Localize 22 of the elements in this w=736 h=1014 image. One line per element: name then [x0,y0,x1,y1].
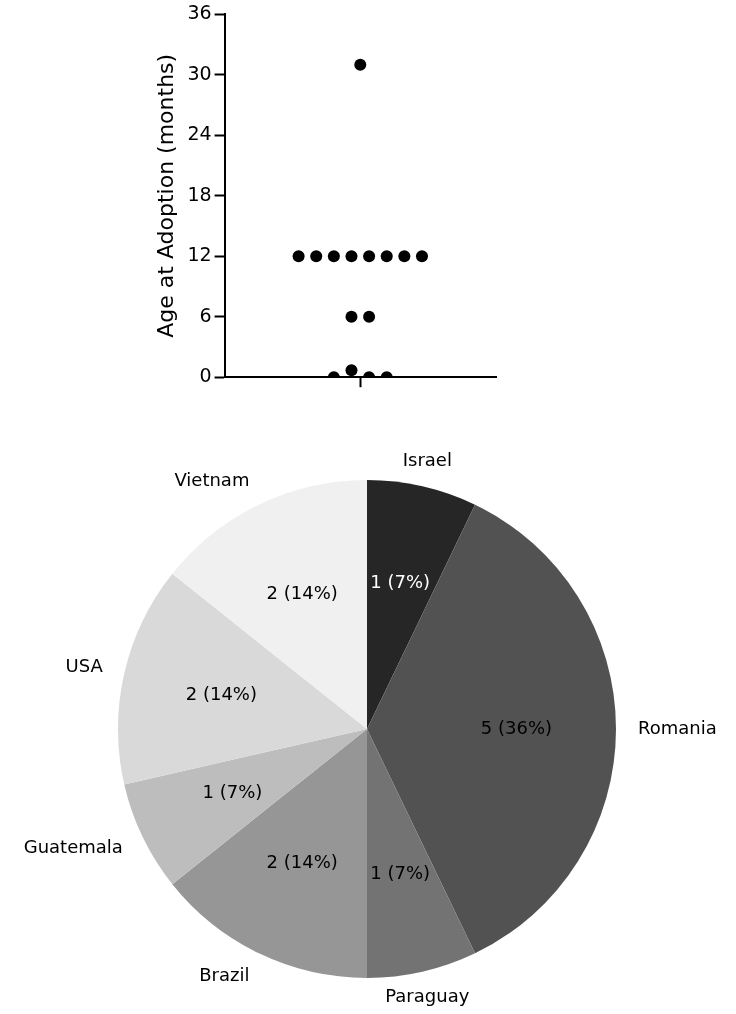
data-label: 1 (7%) [202,781,263,803]
y-tick-label: 36 [187,1,212,24]
slice-label: Guatemala [23,835,123,857]
data-label: 1 (7%) [370,862,431,884]
data-label: 2 (14%) [266,582,338,604]
data-label: 2 (14%) [185,683,257,705]
y-tick-label: 6 [199,303,212,326]
slice-label: Brazil [199,964,250,986]
slice-label: Israel [402,448,452,470]
data-label: 2 (14%) [266,851,338,873]
slice-label: USA [65,655,104,677]
data-label: 5 (36%) [480,716,553,738]
y-tick-label: 30 [187,61,212,84]
slice-label: Paraguay [385,984,470,1006]
y-tick-label: 24 [187,122,212,145]
y-tick-label: 0 [199,364,212,387]
slice-label: Romania [638,716,717,738]
data-label: 1 (7%) [370,571,431,593]
y-axis-title: Age at Adoption (months) [152,53,178,338]
slice-label: Vietnam [174,468,250,490]
y-tick-label: 18 [187,182,212,205]
y-tick-label: 12 [187,243,212,266]
